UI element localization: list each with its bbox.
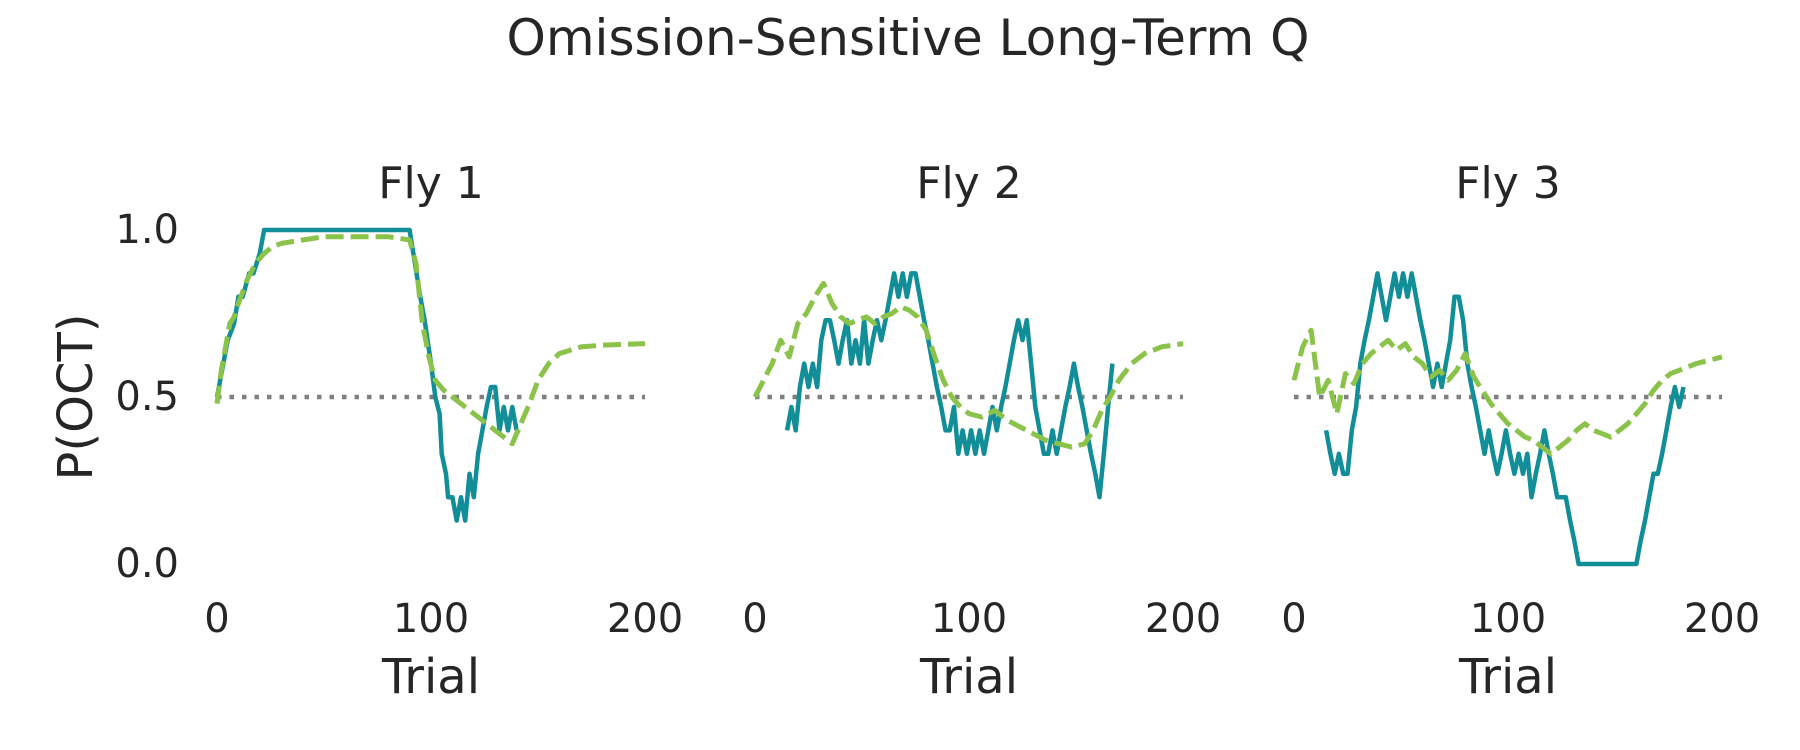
x-tick-label: 0: [204, 596, 229, 642]
x-axis-label: Trial: [1458, 649, 1557, 705]
panel-title: Fly 3: [1455, 158, 1561, 209]
plot-area: [214, 227, 646, 523]
model-series-line: [1291, 327, 1723, 457]
observed-series-line: [1323, 271, 1686, 567]
x-tick-label: 0: [1281, 596, 1306, 642]
model-series-line: [214, 234, 646, 447]
x-tick-label: 200: [1145, 596, 1221, 642]
observed-series-line: [214, 227, 519, 523]
y-axis-label: P(OCT): [48, 313, 104, 480]
y-tick-label: 0.5: [115, 374, 179, 420]
y-tick-label: 1.0: [115, 207, 179, 253]
x-axis-label: Trial: [381, 649, 480, 705]
figure-title: Omission-Sensitive Long-Term Q: [506, 9, 1309, 67]
x-tick-label: 100: [1470, 596, 1546, 642]
panel-fly-1: Fly 1 1.0 0.5 0.0 0 100 200 Trial P(OCT): [48, 158, 683, 705]
x-tick-label: 100: [931, 596, 1007, 642]
panel-title: Fly 1: [378, 158, 484, 209]
panel-title: Fly 2: [916, 158, 1022, 209]
plot-area: [1291, 271, 1723, 567]
x-tick-label: 100: [393, 596, 469, 642]
x-tick-label: 0: [742, 596, 767, 642]
plot-area: [752, 271, 1184, 500]
panel-fly-3: Fly 3 0 100 200 Trial: [1281, 158, 1760, 705]
x-tick-label: 200: [607, 596, 683, 642]
x-axis-label: Trial: [919, 649, 1018, 705]
model-series-line: [752, 280, 1184, 450]
x-tick-label: 200: [1684, 596, 1760, 642]
panel-fly-2: Fly 2 0 100 200 Trial: [742, 158, 1221, 705]
y-tick-label: 0.0: [115, 541, 179, 587]
